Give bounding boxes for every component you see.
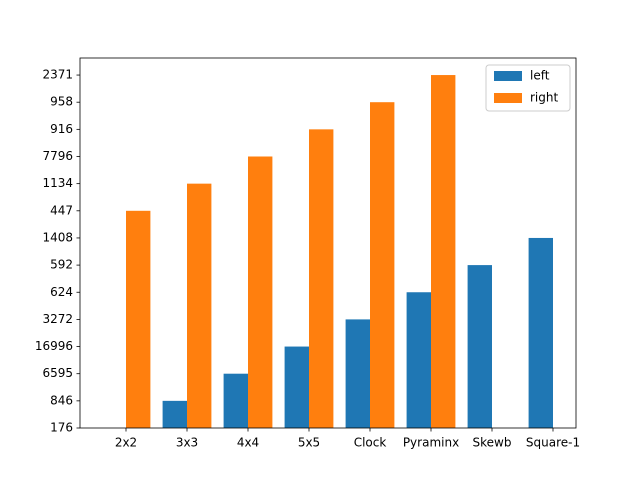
bar (370, 102, 395, 428)
y-tick-label: 1408 (42, 230, 73, 244)
bar (528, 237, 553, 428)
y-tick-label: 176 (50, 421, 73, 435)
legend-swatch (494, 71, 522, 81)
y-tick-label: 447 (50, 203, 73, 217)
bar (467, 265, 492, 428)
y-tick-label: 624 (50, 285, 73, 299)
x-tick-label: Square-1 (526, 436, 580, 450)
legend-swatch (494, 93, 522, 103)
y-tick-label: 592 (50, 258, 73, 272)
y-tick-label: 958 (50, 95, 73, 109)
bar (431, 75, 456, 429)
x-tick-label: Clock (354, 436, 387, 450)
bar (345, 319, 370, 428)
legend-label: left (530, 69, 550, 83)
y-tick-label: 2371 (42, 68, 73, 82)
y-tick-label: 846 (50, 393, 73, 407)
bar (406, 292, 431, 428)
legend-label: right (530, 91, 558, 105)
x-tick-label: Skewb (473, 436, 512, 450)
bar (309, 129, 334, 428)
y-tick-label: 916 (50, 122, 73, 136)
x-tick-label: 4x4 (237, 436, 259, 450)
bar (162, 400, 187, 428)
y-tick-label: 6595 (42, 366, 73, 380)
x-tick-label: 2x2 (115, 436, 137, 450)
bar (248, 156, 273, 428)
x-tick-label: 5x5 (298, 436, 320, 450)
bar (223, 373, 248, 428)
axes-frame (79, 57, 577, 429)
y-tick-label: 7796 (42, 149, 73, 163)
bar (126, 210, 151, 428)
y-tick-label: 3272 (42, 312, 73, 326)
y-tick-label: 1134 (42, 176, 73, 190)
x-tick-label: Pyraminx (403, 436, 459, 450)
y-tick-label: 16996 (35, 339, 73, 353)
bar (187, 183, 212, 428)
bar (284, 346, 309, 428)
x-tick-label: 3x3 (176, 436, 198, 450)
